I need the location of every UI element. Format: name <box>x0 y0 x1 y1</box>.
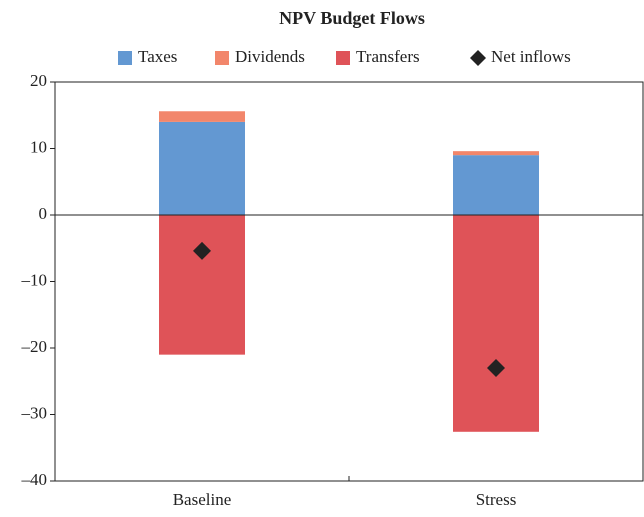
y-tick-label: 0 <box>39 204 48 223</box>
bar <box>453 151 539 156</box>
bar <box>159 121 245 215</box>
legend-label: Taxes <box>138 47 177 66</box>
legend-swatch <box>118 51 132 65</box>
bar <box>453 155 539 215</box>
legend-swatch <box>336 51 350 65</box>
net-marker <box>487 358 505 377</box>
legend-label: Net inflows <box>491 47 571 66</box>
x-tick-label: Stress <box>476 490 517 509</box>
y-tick-label: 20 <box>30 71 47 90</box>
chart-title: NPV Budget Flows <box>279 8 425 28</box>
net-marker <box>193 241 211 260</box>
plot-frame <box>54 81 644 482</box>
y-tick-label: –40 <box>21 470 48 489</box>
y-tick-label: –10 <box>21 270 48 289</box>
y-tick-label: 10 <box>30 137 47 156</box>
legend-label: Transfers <box>356 47 420 66</box>
legend-swatch <box>215 51 229 65</box>
bar <box>453 215 539 432</box>
legend-label: Dividends <box>235 47 305 66</box>
y-tick-label: –30 <box>21 403 48 422</box>
y-tick-label: –20 <box>21 337 48 356</box>
bar <box>159 215 245 355</box>
bar <box>159 111 245 122</box>
x-tick-label: Baseline <box>173 490 232 509</box>
legend-marker <box>470 50 486 66</box>
